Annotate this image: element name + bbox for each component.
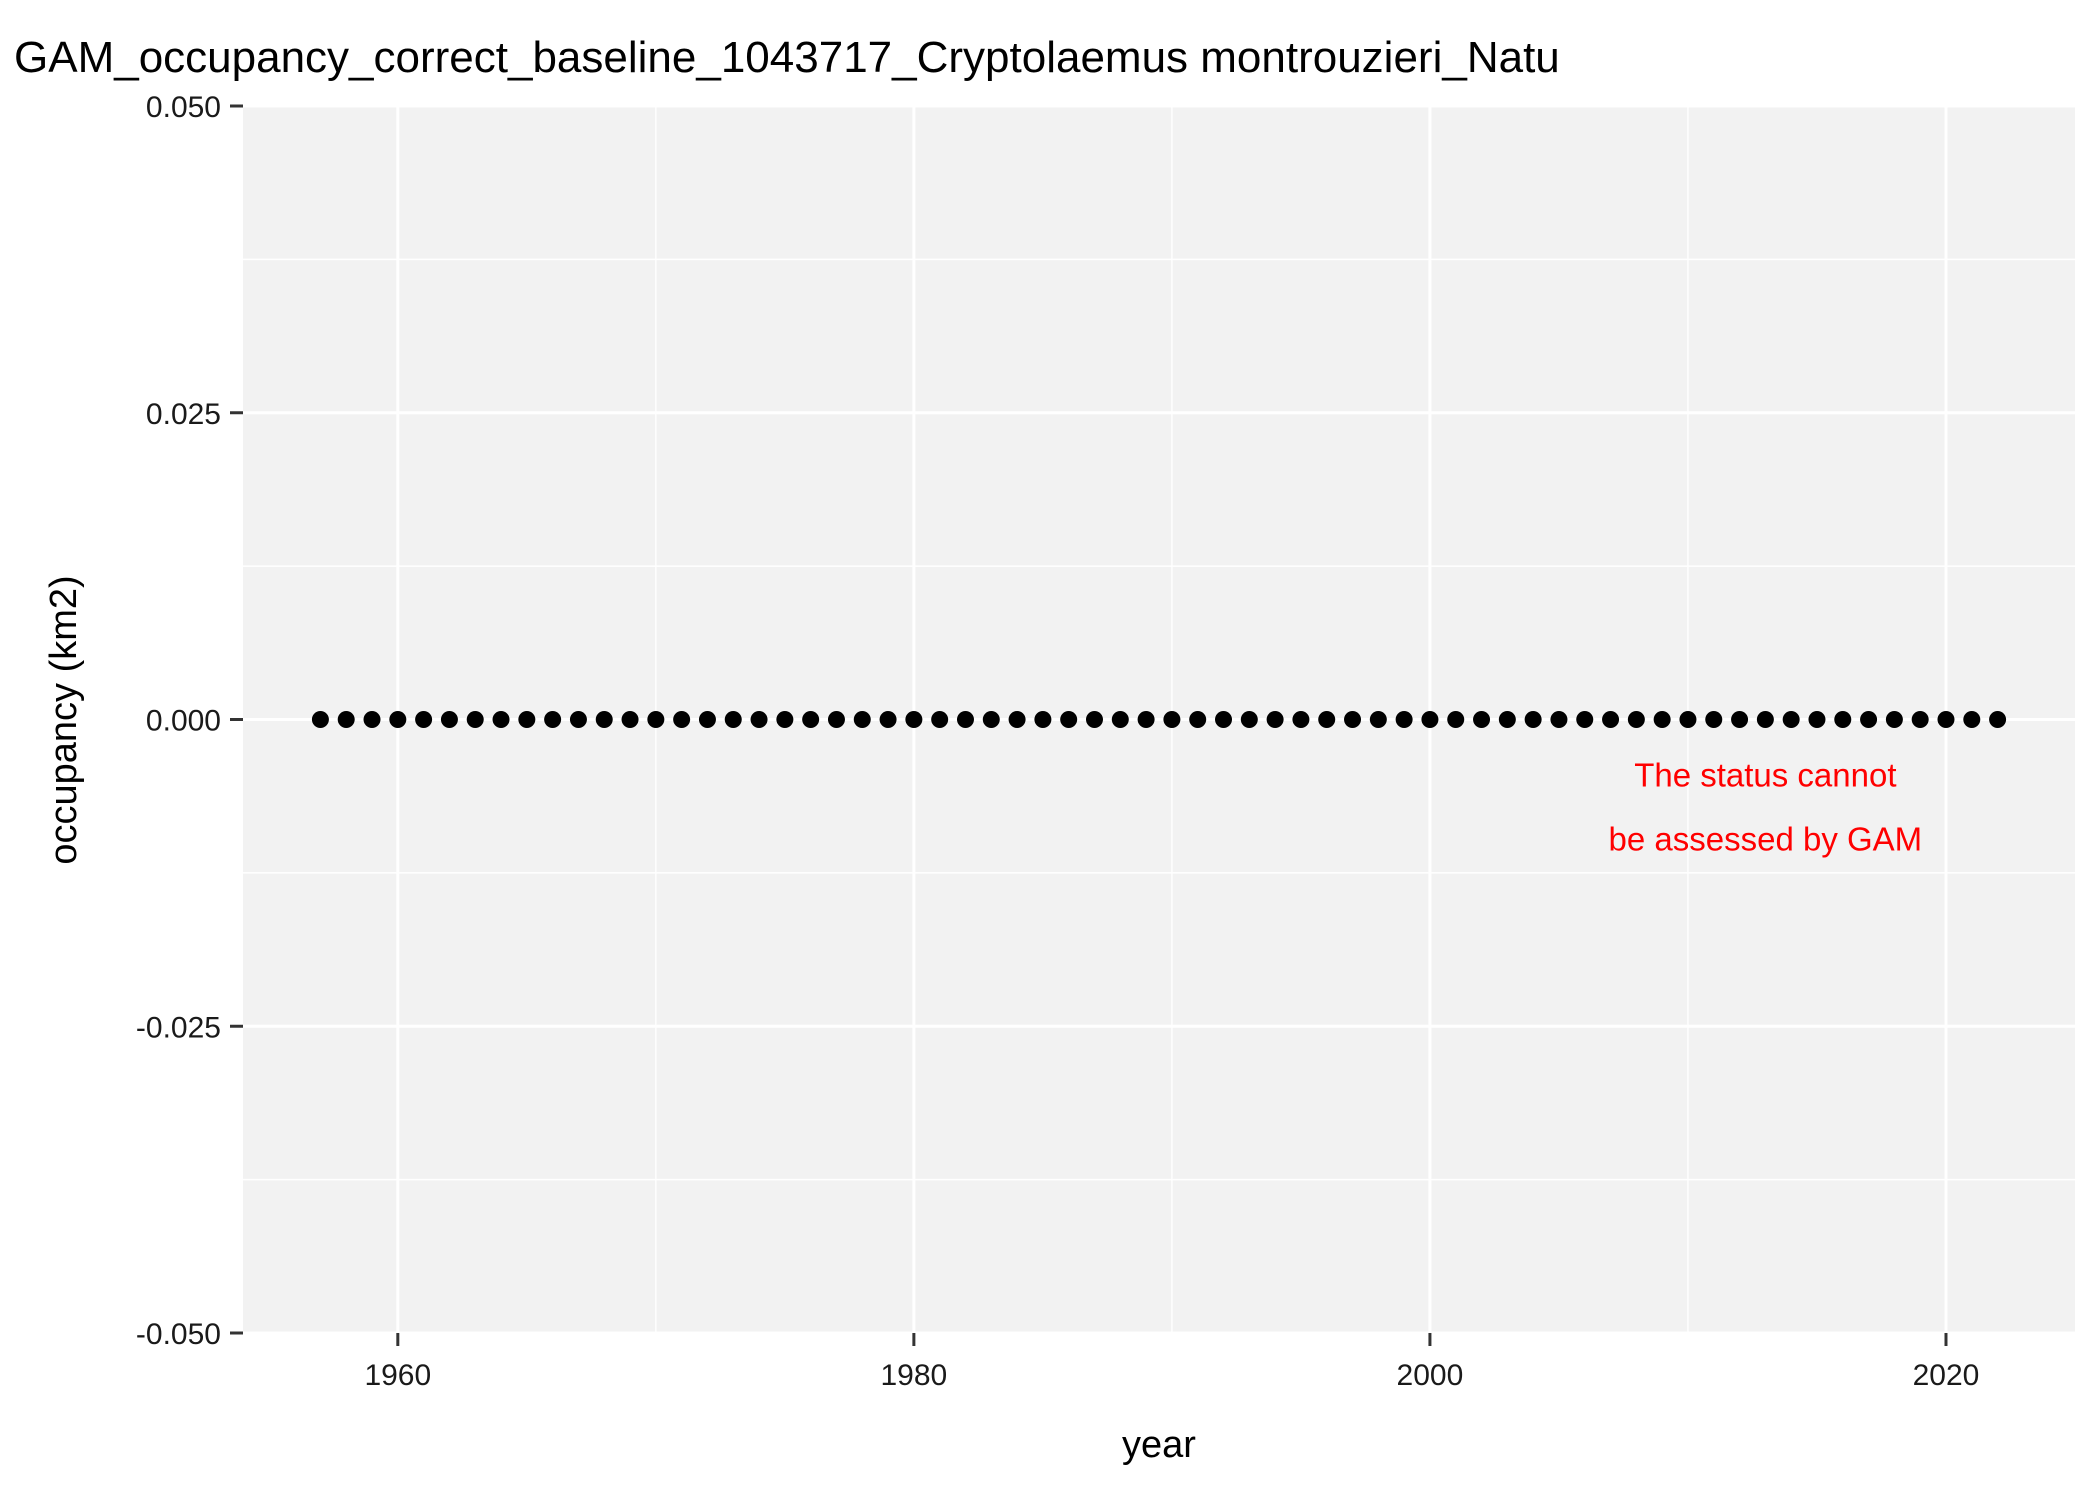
data-point <box>311 711 329 728</box>
y-tick-label: 0.025 <box>146 398 221 431</box>
data-point <box>440 711 458 728</box>
x-tick-label: 2020 <box>1913 1359 1980 1392</box>
data-point <box>1240 711 1258 728</box>
data-point <box>853 711 871 728</box>
data-point <box>956 711 974 728</box>
data-point <box>931 711 949 728</box>
y-tick-label: 0.050 <box>146 91 221 124</box>
data-point <box>1034 711 1052 728</box>
data-points <box>311 711 2007 728</box>
data-point <box>1989 711 2007 728</box>
annotation-line-1: The status cannot <box>1634 757 1896 794</box>
data-point <box>1834 711 1852 728</box>
data-point <box>1111 711 1129 728</box>
data-point <box>595 711 613 728</box>
data-point <box>1705 711 1723 728</box>
data-point <box>1060 711 1078 728</box>
data-point <box>1550 711 1568 728</box>
data-point <box>1008 711 1026 728</box>
data-point <box>1473 711 1491 728</box>
data-point <box>544 711 562 728</box>
y-axis: -0.050 -0.025 0.000 0.025 0.050 <box>136 91 243 1351</box>
data-point <box>1344 711 1362 728</box>
data-point <box>673 711 691 728</box>
data-point <box>1756 711 1774 728</box>
data-point <box>1860 711 1878 728</box>
data-point <box>1679 711 1697 728</box>
data-point <box>982 711 1000 728</box>
data-point <box>776 711 794 728</box>
data-point <box>1215 711 1233 728</box>
data-point <box>827 711 845 728</box>
y-tick-label: 0.000 <box>146 705 221 738</box>
data-point <box>905 711 923 728</box>
data-point <box>750 711 768 728</box>
data-point <box>569 711 587 728</box>
x-tick-label: 2000 <box>1397 1359 1464 1392</box>
data-point <box>1447 711 1465 728</box>
data-point <box>802 711 820 728</box>
x-tick-label: 1960 <box>364 1359 431 1392</box>
data-point <box>389 711 407 728</box>
data-point <box>1498 711 1516 728</box>
data-point <box>879 711 897 728</box>
data-point <box>1163 711 1181 728</box>
data-point <box>466 711 484 728</box>
data-point <box>1808 711 1826 728</box>
x-tick-label: 1980 <box>880 1359 947 1392</box>
data-point <box>337 711 355 728</box>
y-tick-label: -0.025 <box>136 1011 221 1044</box>
data-point <box>1911 711 1929 728</box>
chart-title: GAM_occupancy_correct_baseline_1043717_C… <box>14 33 1560 82</box>
data-point <box>1292 711 1310 728</box>
data-point <box>1782 711 1800 728</box>
data-point <box>1524 711 1542 728</box>
data-point <box>724 711 742 728</box>
data-point <box>1937 711 1955 728</box>
data-point <box>1576 711 1594 728</box>
data-point <box>1085 711 1103 728</box>
data-point <box>1318 711 1336 728</box>
data-point <box>621 711 639 728</box>
x-axis: 1960 1980 2000 2020 <box>364 1333 1979 1392</box>
data-point <box>1189 711 1207 728</box>
data-point <box>1421 711 1439 728</box>
data-point <box>1395 711 1413 728</box>
data-point <box>415 711 433 728</box>
data-point <box>492 711 510 728</box>
data-point <box>1731 711 1749 728</box>
y-axis-title: occupancy (km2) <box>43 575 85 864</box>
x-axis-title: year <box>1122 1424 1196 1466</box>
data-point <box>698 711 716 728</box>
data-point <box>1653 711 1671 728</box>
data-point <box>1369 711 1387 728</box>
annotation-line-2: be assessed by GAM <box>1609 821 1923 858</box>
data-point <box>518 711 536 728</box>
data-point <box>1627 711 1645 728</box>
data-point <box>1266 711 1284 728</box>
data-point <box>647 711 665 728</box>
data-point <box>363 711 381 728</box>
data-point <box>1885 711 1903 728</box>
data-point <box>1602 711 1620 728</box>
data-point <box>1963 711 1981 728</box>
y-tick-label: -0.050 <box>136 1318 221 1351</box>
status-annotation: The status cannot be assessed by GAM <box>1609 757 1923 858</box>
data-point <box>1137 711 1155 728</box>
